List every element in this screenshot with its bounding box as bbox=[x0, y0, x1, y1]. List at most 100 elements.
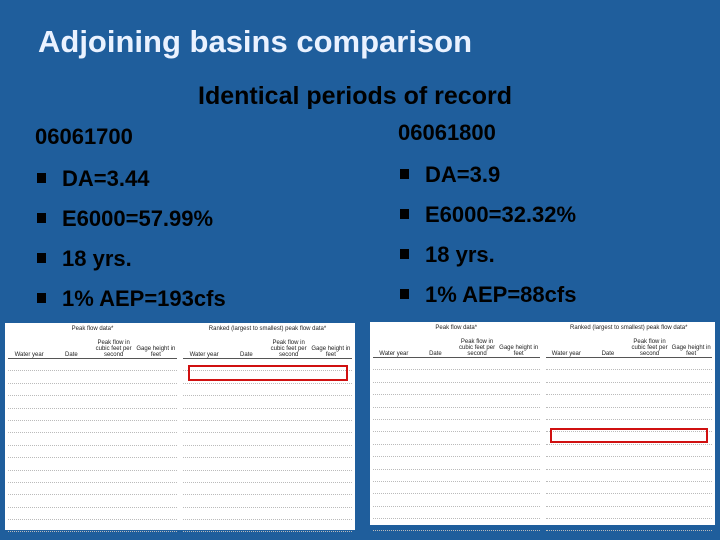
table-row bbox=[373, 408, 540, 420]
table-image: Peak flow data* Water year Date Peak flow i… bbox=[5, 323, 355, 533]
table-row bbox=[373, 507, 540, 520]
table-caption: Ranked (largest to smallest) peak flow d… bbox=[208, 326, 327, 332]
table-row bbox=[373, 358, 540, 371]
table-caption: Peak flow data* bbox=[435, 325, 478, 331]
table-row bbox=[8, 508, 177, 521]
column-header: Peak flow in cubic feet per second bbox=[459, 339, 496, 357]
station-column: 06061800 DA=3.9 E6000=32.32% 18 yrs. 1% AEP=… bbox=[398, 120, 576, 322]
table-header: Water year Date Peak flow in cubic feet pe… bbox=[8, 336, 177, 359]
bullet-text: 18 yrs. bbox=[425, 242, 495, 267]
table-row bbox=[545, 432, 712, 445]
bullet-item: E6000=57.99% bbox=[35, 206, 226, 246]
table-row bbox=[8, 446, 177, 459]
table-caption: Ranked (largest to smallest) peak flow d… bbox=[570, 325, 688, 331]
table-row bbox=[373, 420, 540, 433]
column-header: Date bbox=[65, 352, 78, 358]
highlight-box bbox=[550, 428, 708, 443]
column-header: Peak flow in cubic feet per second bbox=[95, 340, 132, 358]
table-row bbox=[545, 395, 712, 408]
table-row bbox=[545, 420, 712, 433]
table-header: Water year Date Peak flow in cubic feet pe… bbox=[545, 335, 712, 358]
bullet-text: E6000=32.32% bbox=[425, 202, 577, 227]
table-row bbox=[545, 370, 712, 383]
station-id: 06061700 bbox=[35, 124, 133, 149]
bullet-text: DA=3.9 bbox=[425, 162, 501, 187]
table-row bbox=[373, 494, 540, 507]
table-row bbox=[8, 409, 177, 421]
bullet-text: E6000=57.99% bbox=[62, 206, 214, 231]
table-row bbox=[373, 470, 540, 482]
table-row bbox=[183, 483, 352, 496]
bullet-marker bbox=[400, 289, 409, 299]
bullet-marker bbox=[400, 209, 409, 219]
bullet-item: E6000=32.32% bbox=[398, 202, 576, 242]
table-row bbox=[8, 396, 177, 409]
table-row bbox=[183, 458, 352, 471]
table-row bbox=[373, 445, 540, 458]
bullet-marker bbox=[37, 213, 46, 223]
bullet-text: 18 yrs. bbox=[62, 246, 132, 271]
table-row bbox=[183, 359, 352, 372]
table-row bbox=[545, 470, 712, 482]
column-header: Gage height in feet bbox=[499, 345, 539, 357]
table-row bbox=[8, 359, 177, 372]
station-column: 06061700 DA=3.44 E6000=57.99% 18 yrs. 1% AEP… bbox=[35, 124, 226, 326]
table-row bbox=[8, 384, 177, 397]
bullet-item: 1% AEP=193cfs bbox=[35, 286, 226, 326]
table-row bbox=[373, 519, 540, 532]
bullet-marker bbox=[37, 173, 46, 183]
bullet-item: DA=3.9 bbox=[398, 162, 576, 202]
table-row bbox=[183, 371, 352, 384]
table-row bbox=[545, 457, 712, 470]
table-row bbox=[8, 471, 177, 483]
table-row bbox=[183, 508, 352, 521]
column-header: Water year bbox=[551, 351, 581, 357]
table-row bbox=[545, 482, 712, 495]
column-header: Date bbox=[429, 351, 442, 357]
table-row bbox=[183, 520, 352, 533]
column-header: Date bbox=[601, 351, 615, 357]
table-header: Water year Date Peak flow in cubic feet pe… bbox=[373, 335, 540, 358]
table-row bbox=[545, 358, 712, 371]
column-header: Gage height in feet bbox=[136, 346, 176, 358]
table-row bbox=[373, 482, 540, 495]
table-row bbox=[373, 432, 540, 445]
table-row bbox=[373, 383, 540, 396]
table-row bbox=[545, 408, 712, 420]
table-row bbox=[183, 471, 352, 483]
sub-table: Ranked (largest to smallest) peak flow d… bbox=[183, 326, 352, 533]
sub-table: Peak flow data* Water year Date Peak flow i… bbox=[373, 325, 540, 532]
station-id: 06061800 bbox=[398, 120, 496, 145]
table-row bbox=[545, 519, 712, 532]
column-header: Gage height in feet bbox=[671, 345, 711, 357]
bullet-marker bbox=[400, 169, 409, 179]
table-row bbox=[8, 421, 177, 434]
bullet-item: DA=3.44 bbox=[35, 166, 226, 206]
table-row bbox=[183, 409, 352, 421]
table-row bbox=[373, 395, 540, 408]
sub-table: Ranked (largest to smallest) peak flow d… bbox=[545, 325, 712, 532]
bullet-text: 1% AEP=88cfs bbox=[425, 282, 577, 307]
table-row bbox=[8, 520, 177, 533]
subtitle: Identical periods of record bbox=[198, 82, 512, 110]
bullet-text: DA=3.44 bbox=[62, 166, 150, 191]
bullet-item: 18 yrs. bbox=[35, 246, 226, 286]
table-image: Peak flow data* Water year Date Peak flow i… bbox=[370, 322, 715, 532]
column-header: Peak flow in cubic feet per second bbox=[270, 340, 307, 358]
table-row bbox=[373, 370, 540, 383]
sub-table: Peak flow data* Water year Date Peak flow i… bbox=[8, 326, 177, 533]
bullet-item: 1% AEP=88cfs bbox=[398, 282, 576, 322]
table-row bbox=[183, 421, 352, 434]
table-row bbox=[8, 495, 177, 508]
column-header: Water year bbox=[14, 352, 44, 358]
bullet-item: 18 yrs. bbox=[398, 242, 576, 282]
table-row bbox=[183, 495, 352, 508]
slide-title: Adjoining basins comparison bbox=[38, 24, 473, 59]
table-row bbox=[183, 446, 352, 459]
highlight-box bbox=[188, 365, 348, 381]
column-header: Water year bbox=[189, 352, 219, 358]
table-header: Water year Date Peak flow in cubic feet pe… bbox=[183, 336, 352, 359]
bullet-marker bbox=[37, 253, 46, 263]
column-header: Water year bbox=[379, 351, 409, 357]
